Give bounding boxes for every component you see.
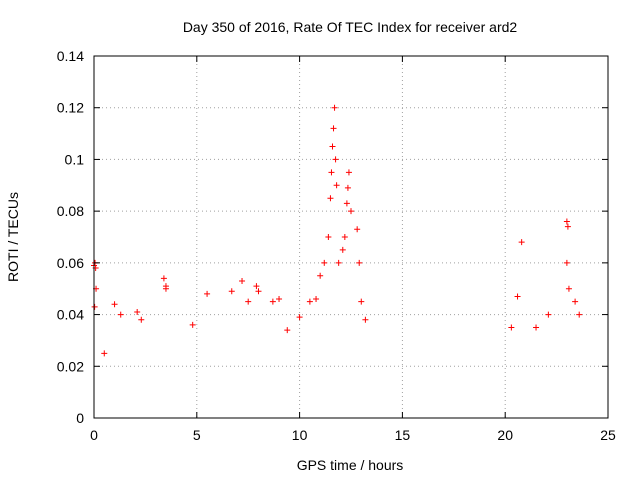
y-tick-label: 0.14 (57, 48, 84, 64)
data-point (253, 283, 260, 290)
data-point (345, 169, 352, 176)
data-point (329, 143, 336, 150)
data-point (563, 218, 570, 225)
data-point (565, 285, 572, 292)
data-point (306, 298, 313, 305)
data-point (328, 169, 335, 176)
data-point (356, 259, 363, 266)
data-point (344, 184, 351, 191)
data-point (545, 311, 552, 318)
data-point (358, 298, 365, 305)
data-point (332, 156, 339, 163)
data-point (134, 308, 141, 315)
data-point (317, 272, 324, 279)
data-point (339, 246, 346, 253)
grid (94, 56, 608, 418)
scatter-points (91, 104, 583, 357)
y-tick-label: 0.06 (57, 255, 84, 271)
x-tick-label: 0 (90, 427, 98, 443)
y-tick-label: 0.1 (65, 151, 85, 167)
chart-title: Day 350 of 2016, Rate Of TEC Index for r… (183, 19, 518, 35)
y-tick-label: 0.02 (57, 358, 84, 374)
data-point (239, 277, 246, 284)
data-point (325, 234, 332, 240)
x-tick-label: 5 (193, 427, 201, 443)
x-axis-label: GPS time / hours (297, 457, 404, 473)
data-point (160, 275, 167, 282)
data-point (572, 298, 579, 305)
data-point (533, 324, 540, 331)
data-point (514, 293, 521, 300)
data-point (269, 298, 276, 305)
data-point (204, 290, 211, 297)
data-point (576, 311, 583, 318)
data-point (117, 311, 124, 318)
plot-frame (93, 55, 609, 419)
data-point (335, 259, 342, 266)
x-tick-label: 10 (292, 427, 308, 443)
data-point (508, 324, 515, 331)
data-point (313, 296, 320, 303)
data-point (362, 316, 369, 323)
data-point (276, 296, 283, 303)
data-point (321, 259, 328, 266)
data-point (348, 208, 354, 215)
data-point (343, 200, 350, 207)
y-tick-label: 0 (76, 410, 84, 426)
data-point (162, 285, 169, 292)
y-tick-label: 0.04 (57, 307, 84, 323)
y-tick-label: 0.08 (57, 203, 84, 219)
x-tick-label: 20 (497, 427, 513, 443)
data-point (111, 301, 118, 308)
data-point (255, 288, 262, 295)
data-point (228, 288, 235, 295)
data-point (245, 298, 252, 305)
data-point (327, 195, 334, 202)
data-point (354, 226, 361, 233)
data-point (331, 104, 338, 111)
y-tick-label: 0.12 (57, 100, 84, 116)
data-point (333, 182, 340, 189)
x-ticks: 0 5 10 15 20 25 (90, 56, 616, 443)
x-tick-label: 25 (600, 427, 616, 443)
data-point (341, 234, 348, 240)
data-point (518, 239, 525, 246)
x-tick-label: 15 (395, 427, 411, 443)
data-point (564, 223, 571, 230)
y-axis-label: ROTI / TECUs (5, 192, 21, 282)
data-point (189, 321, 196, 328)
data-point (91, 303, 98, 310)
data-point (330, 125, 337, 132)
y-ticks: 0 0.02 0.04 0.06 0.08 0.1 0.12 0.14 (57, 48, 608, 426)
data-point (284, 327, 291, 334)
data-point (296, 314, 303, 321)
data-point (101, 350, 108, 357)
data-point (138, 316, 145, 323)
data-point (563, 259, 570, 266)
